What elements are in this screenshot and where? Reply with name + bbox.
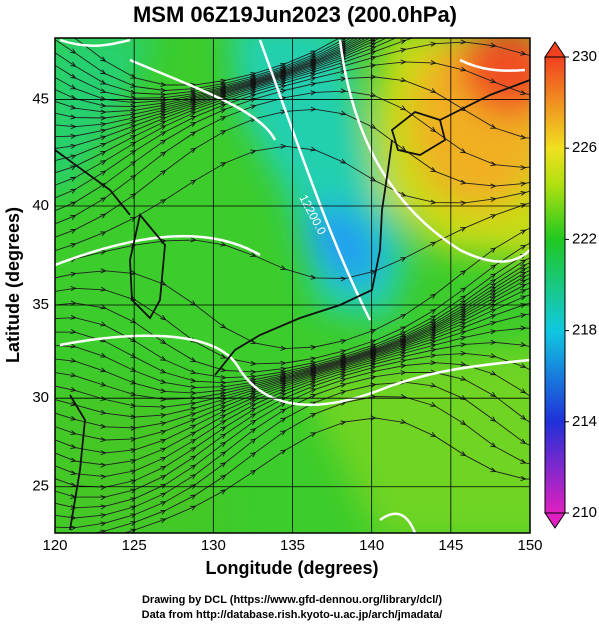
x-tick-label: 140 (359, 537, 384, 554)
colorbar-over (544, 41, 566, 58)
y-axis-label: Latitude (degrees) (3, 207, 23, 363)
colorbar-scale (544, 56, 566, 514)
footer-line: Drawing by DCL (https://www.gfd-dennou.o… (142, 594, 442, 606)
x-tick-label: 125 (122, 537, 147, 554)
x-tick-label: 130 (201, 537, 226, 554)
colorbar-under (544, 512, 566, 529)
footer-line: Data from http://database.rish.kyoto-u.a… (142, 609, 443, 621)
colorbar-tick-label: 214 (572, 413, 597, 430)
plot-frame (54, 37, 531, 534)
colorbar-tick-label: 218 (572, 322, 597, 339)
field: 12200.0 (45, 38, 530, 533)
colorbar-tick-label: 230 (572, 48, 597, 65)
colorbar-tick-label: 210 (572, 504, 597, 521)
streamline (45, 418, 530, 533)
y-tick-label: 45 (32, 90, 49, 107)
colorbar-tick-label: 222 (572, 230, 597, 247)
y-tick-label: 30 (32, 389, 49, 406)
x-tick-label: 120 (42, 537, 67, 554)
streamlines (45, 38, 530, 533)
x-axis-label: Longitude (degrees) (205, 558, 378, 578)
y-tick-label: 25 (32, 478, 49, 495)
coastline (55, 79, 530, 531)
colorbar-tick-label: 226 (572, 139, 597, 156)
chart-title: MSM 06Z19Jun2023 (200.0hPa) (133, 2, 457, 27)
x-tick-label: 150 (517, 537, 542, 554)
colorbar (544, 41, 566, 529)
y-tick-label: 40 (32, 197, 49, 214)
x-tick-label: 145 (438, 537, 463, 554)
y-tick-label: 35 (32, 296, 49, 313)
x-tick-label: 135 (280, 537, 305, 554)
